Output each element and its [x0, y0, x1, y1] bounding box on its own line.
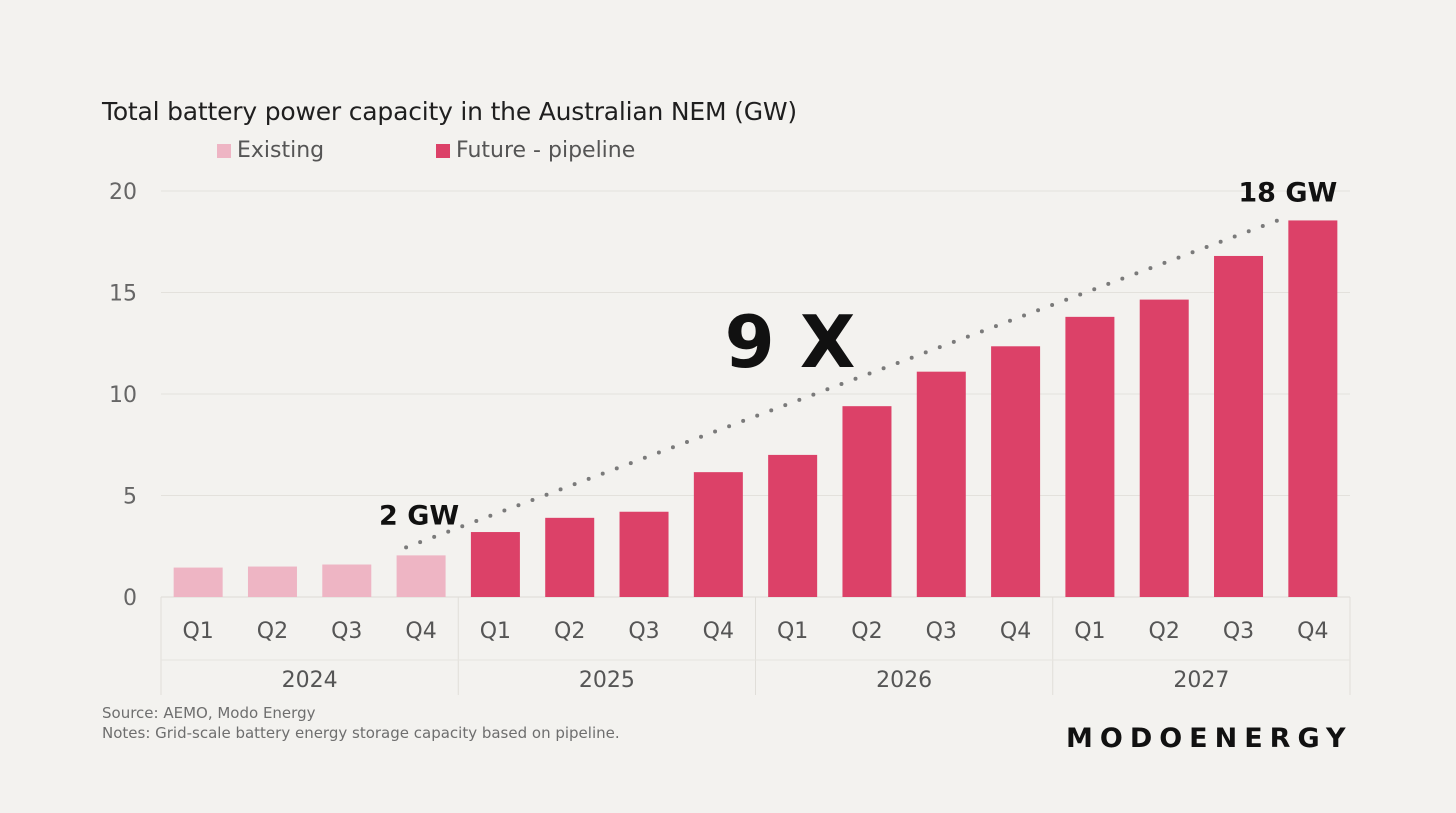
- bar: [619, 511, 669, 597]
- bar: [991, 346, 1041, 597]
- source-notes: Source: AEMO, Modo Energy Notes: Grid-sc…: [102, 703, 620, 743]
- legend-future-label: Future - pipeline: [456, 138, 636, 163]
- x-tick-label-year: 2026: [876, 668, 932, 693]
- bar: [916, 371, 966, 597]
- x-tick-label-quarter: Q3: [331, 619, 362, 644]
- bar: [322, 564, 372, 597]
- legend-future: Future - pipeline: [436, 138, 635, 163]
- y-tick-label: 5: [123, 485, 137, 510]
- x-tick-label-quarter: Q4: [703, 619, 734, 644]
- legend-existing-swatch: [217, 143, 231, 158]
- bar: [545, 517, 595, 597]
- bar: [1065, 316, 1115, 597]
- bar: [842, 406, 892, 597]
- y-tick-label: 0: [123, 586, 137, 611]
- legend-existing-label: Existing: [237, 138, 325, 163]
- x-tick-label-quarter: Q3: [1223, 619, 1254, 644]
- brand-logo: MODOENERGY: [1066, 723, 1353, 754]
- end-value-label: 18 GW: [1238, 177, 1337, 208]
- bar: [1214, 255, 1264, 597]
- x-tick-label-year: 2025: [579, 668, 635, 693]
- source-text: Source: AEMO, Modo Energy: [102, 704, 316, 722]
- x-tick-label-year: 2027: [1173, 668, 1229, 693]
- notes-text: Notes: Grid-scale battery energy storage…: [102, 724, 620, 742]
- y-tick-label: 10: [109, 383, 137, 408]
- x-tick-label-quarter: Q2: [851, 619, 882, 644]
- x-tick-label-quarter: Q3: [628, 619, 659, 644]
- growth-multiplier-label: 9 X: [725, 300, 856, 384]
- x-tick-label-quarter: Q4: [405, 619, 436, 644]
- x-tick-label-year: 2024: [282, 668, 338, 693]
- x-tick-label-quarter: Q2: [257, 619, 288, 644]
- x-tick-label-quarter: Q1: [777, 619, 808, 644]
- bar: [1139, 299, 1189, 597]
- bar: [470, 532, 520, 597]
- legend-future-swatch: [436, 143, 450, 158]
- x-tick-label-quarter: Q1: [1074, 619, 1105, 644]
- x-tick-label-quarter: Q2: [554, 619, 585, 644]
- bar: [693, 472, 743, 597]
- x-tick-label-quarter: Q1: [182, 619, 213, 644]
- bar: [1288, 220, 1338, 597]
- bar: [396, 555, 446, 597]
- start-value-label: 2 GW: [379, 500, 459, 531]
- bar: [247, 566, 297, 597]
- x-tick-label-quarter: Q4: [1297, 619, 1328, 644]
- x-tick-label-quarter: Q1: [480, 619, 511, 644]
- bar: [173, 567, 223, 597]
- y-tick-label: 15: [109, 282, 137, 307]
- legend-existing: Existing: [217, 138, 324, 163]
- y-tick-label: 20: [109, 180, 137, 205]
- x-tick-label-quarter: Q2: [1149, 619, 1180, 644]
- bar: [768, 454, 818, 597]
- x-tick-label-quarter: Q3: [926, 619, 957, 644]
- trend-dotted-line: [404, 216, 1285, 550]
- chart-title: Total battery power capacity in the Aust…: [102, 97, 797, 126]
- x-tick-label-quarter: Q4: [1000, 619, 1031, 644]
